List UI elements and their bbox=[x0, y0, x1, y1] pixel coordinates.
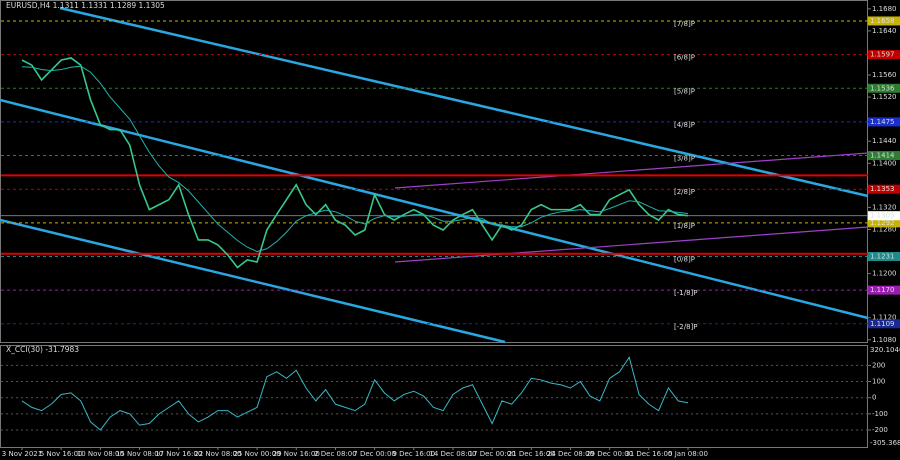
level-box bbox=[868, 16, 900, 26]
channel-line bbox=[394, 226, 869, 263]
x-tick-label: 7 Dec 00:00 bbox=[353, 450, 396, 458]
level-name: [-1/8]P bbox=[674, 289, 697, 297]
y-limit-label: -305.368 bbox=[870, 439, 900, 447]
x-tick-label: 29 Dec 00:00 bbox=[586, 450, 633, 458]
x-tick-label: 29 Nov 16:00 bbox=[273, 450, 320, 458]
y-tick-label: 1.1560 bbox=[872, 71, 897, 79]
y-tick-label: 100 bbox=[872, 378, 885, 386]
level-name: [6/8]P bbox=[674, 54, 695, 62]
level-name: [3/8]P bbox=[674, 155, 695, 163]
y-limit-label: 320.1046 bbox=[870, 346, 900, 354]
channel-line bbox=[59, 6, 869, 198]
x-tick-label: 15 Nov 08:00 bbox=[116, 450, 163, 458]
last-price-box bbox=[868, 211, 900, 221]
level-value: 1.1353 bbox=[870, 185, 895, 193]
x-tick-label: 5 Nov 16:00 bbox=[40, 450, 83, 458]
x-tick-label: 14 Dec 08:00 bbox=[429, 450, 476, 458]
level-value: 1.1109 bbox=[870, 320, 895, 328]
level-box bbox=[868, 252, 900, 261]
level-value: 1.1170 bbox=[870, 286, 895, 294]
level-value: 1.1658 bbox=[870, 17, 895, 25]
series-line bbox=[21, 57, 689, 269]
indicator-title: X_CCI(30) -31.7983 bbox=[6, 345, 79, 354]
trend-lines bbox=[0, 6, 869, 344]
x-tick-label: 31 Dec 16:00 bbox=[625, 450, 672, 458]
level-box bbox=[868, 117, 900, 127]
x-tick-label: 17 Nov 16:00 bbox=[155, 450, 202, 458]
y-tick-label: 1.1400 bbox=[872, 159, 897, 167]
x-tick-label: 21 Dec 16:00 bbox=[508, 450, 555, 458]
x-tick-label: 10 Nov 08:00 bbox=[77, 450, 124, 458]
chart-title: EURUSD,H4 1.1311 1.1331 1.1289 1.1305 bbox=[6, 1, 165, 10]
level-name: [4/8]P bbox=[674, 121, 695, 129]
x-tick-label: 25 Nov 00:00 bbox=[233, 450, 280, 458]
y-tick-label: 1.1680 bbox=[872, 5, 897, 13]
y-tick-label: 1.1520 bbox=[872, 93, 897, 101]
level-value: 1.1292 bbox=[870, 219, 895, 227]
level-box bbox=[868, 151, 900, 161]
y-tick-label: 1.1320 bbox=[872, 203, 897, 211]
channel-line bbox=[0, 218, 506, 344]
y-tick-label: -200 bbox=[872, 426, 888, 434]
x-tick-label: 3 Nov 2021 bbox=[2, 450, 42, 458]
last-price-label: 1.1305 bbox=[870, 212, 895, 220]
channel-line bbox=[0, 98, 869, 320]
level-name: [5/8]P bbox=[674, 87, 695, 95]
level-name: [-2/8]P bbox=[674, 323, 697, 331]
x-tick-label: 5 Jan 08:00 bbox=[668, 450, 708, 458]
purple-lines bbox=[394, 152, 869, 263]
level-value: 1.1414 bbox=[870, 152, 895, 160]
level-box bbox=[868, 218, 900, 228]
level-box bbox=[868, 285, 900, 295]
level-box bbox=[868, 319, 900, 329]
level-value: 1.1536 bbox=[870, 84, 895, 92]
level-box bbox=[868, 83, 900, 93]
y-tick-label: 1.1200 bbox=[872, 270, 897, 278]
level-value: 1.1597 bbox=[870, 51, 895, 59]
level-name: [0/8]P bbox=[674, 256, 695, 264]
x-tick-label: 2 Dec 08:00 bbox=[314, 450, 357, 458]
level-box bbox=[868, 50, 900, 60]
y-tick-label: 0 bbox=[872, 394, 876, 402]
channel-line bbox=[394, 152, 869, 189]
series-line bbox=[21, 356, 689, 431]
x-tick-label: 17 Dec 00:00 bbox=[469, 450, 516, 458]
level-name: [1/8]P bbox=[674, 222, 695, 230]
y-tick-label: 1.1640 bbox=[872, 27, 897, 35]
y-tick-label: 1.1080 bbox=[872, 336, 897, 344]
x-tick-label: 9 Dec 16:00 bbox=[392, 450, 435, 458]
price-panel bbox=[0, 0, 868, 343]
x-tick-label: 22 Nov 08:00 bbox=[194, 450, 241, 458]
y-tick-label: 1.1280 bbox=[872, 225, 897, 233]
level-value: 1.1231 bbox=[870, 253, 895, 261]
y-tick-label: 1.1120 bbox=[872, 314, 897, 322]
y-tick-label: -100 bbox=[872, 410, 888, 418]
y-tick-label: 200 bbox=[872, 361, 885, 369]
y-tick-label: 1.1440 bbox=[872, 137, 897, 145]
x-tick-label: 24 Dec 08:00 bbox=[547, 450, 594, 458]
level-value: 1.1475 bbox=[870, 118, 895, 126]
level-name: [7/8]P bbox=[674, 20, 695, 28]
cci-panel bbox=[0, 345, 868, 448]
series-line bbox=[21, 65, 689, 253]
level-name: [2/8]P bbox=[674, 188, 695, 196]
level-box bbox=[868, 184, 900, 194]
